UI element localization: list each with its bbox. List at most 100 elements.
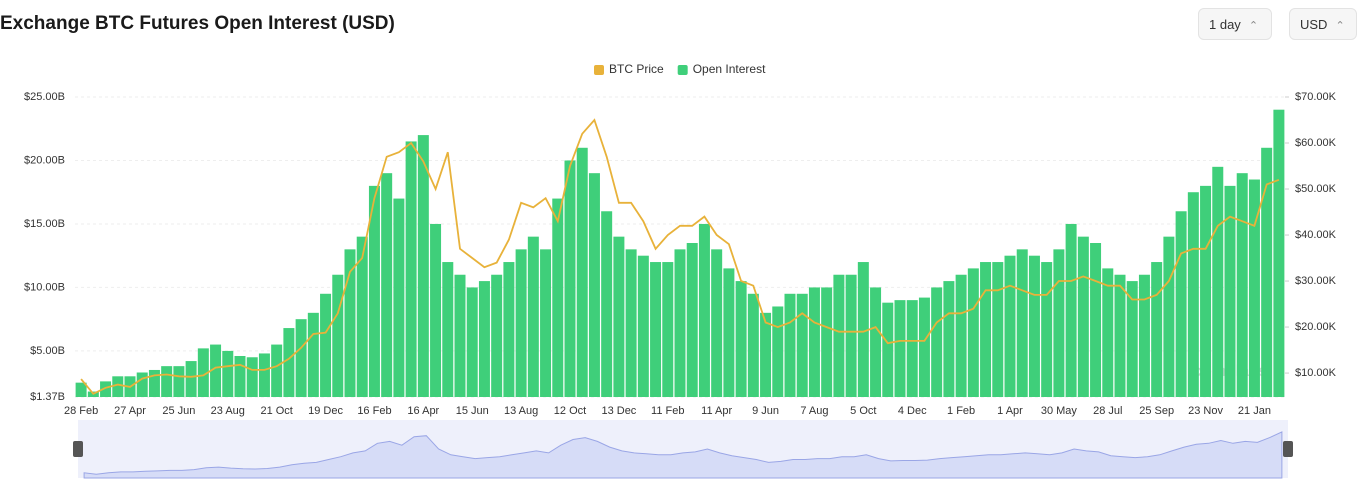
- bar: [405, 141, 417, 397]
- x-tick-label: 19 Dec: [308, 405, 343, 417]
- bar: [393, 198, 405, 397]
- x-tick-label: 11 Feb: [651, 405, 684, 417]
- x-tick-label: 1 Apr: [997, 405, 1023, 417]
- bar: [723, 268, 735, 397]
- bar: [1090, 243, 1102, 397]
- bar: [613, 236, 625, 397]
- bar: [197, 348, 209, 397]
- bar: [564, 160, 576, 397]
- x-tick-label: 27 Apr: [114, 405, 146, 417]
- legend-swatch[interactable]: [594, 65, 604, 75]
- bar: [772, 306, 784, 397]
- bar: [148, 369, 160, 397]
- bar: [686, 243, 698, 397]
- currency-label: USD: [1300, 17, 1328, 32]
- x-tick-label: 25 Sep: [1139, 405, 1174, 417]
- bar: [931, 287, 943, 397]
- bar: [1187, 192, 1199, 397]
- y2-tick-label: $60.00K: [1295, 137, 1337, 149]
- x-tick-label: 23 Nov: [1188, 405, 1223, 417]
- x-tick-label: 11 Apr: [701, 405, 732, 417]
- x-tick-label: 9 Jun: [752, 405, 779, 417]
- y-tick-label: $15.00B: [24, 218, 65, 230]
- bar: [515, 249, 527, 397]
- navigator-area: [83, 431, 1283, 479]
- bar: [210, 344, 222, 397]
- bar: [356, 236, 368, 397]
- y-tick-label: $10.00B: [24, 281, 65, 293]
- x-tick-label: 28 Jul: [1093, 405, 1122, 417]
- bar: [821, 287, 833, 397]
- bar: [1004, 255, 1016, 397]
- bar: [136, 372, 148, 397]
- bar: [283, 328, 295, 397]
- bar: [588, 173, 600, 397]
- bar: [1138, 274, 1150, 397]
- x-tick-label: 23 Aug: [211, 405, 245, 417]
- bar: [332, 274, 344, 397]
- bar: [258, 353, 270, 397]
- x-tick-label: 1 Feb: [947, 405, 975, 417]
- bar: [796, 293, 808, 397]
- bar: [711, 249, 723, 397]
- x-tick-label: 25 Jun: [162, 405, 195, 417]
- bar: [454, 274, 466, 397]
- bar: [295, 319, 307, 397]
- interval-select[interactable]: 1 day ⌃: [1198, 8, 1272, 40]
- bar: [173, 366, 185, 397]
- navigator-handle[interactable]: [1283, 441, 1293, 457]
- bar: [967, 268, 979, 397]
- bar: [1102, 268, 1114, 397]
- x-tick-label: 30 May: [1041, 405, 1078, 417]
- bar: [1261, 147, 1273, 397]
- bar: [1224, 185, 1236, 397]
- bar: [637, 255, 649, 397]
- price-line: [80, 118, 1280, 395]
- bar: [442, 262, 454, 397]
- bar: [845, 274, 857, 397]
- bar: [662, 262, 674, 397]
- bar: [503, 262, 515, 397]
- bar: [246, 357, 258, 397]
- bar: [368, 185, 380, 397]
- bar: [344, 249, 356, 397]
- chart-title: Exchange BTC Futures Open Interest (USD): [0, 13, 395, 34]
- bar: [943, 281, 955, 397]
- bar: [478, 281, 490, 397]
- bar: [271, 344, 283, 397]
- x-tick-label: 16 Feb: [357, 405, 391, 417]
- bar: [1065, 223, 1077, 397]
- bar: [234, 355, 246, 397]
- bar: [955, 274, 967, 397]
- bar: [417, 135, 429, 398]
- x-tick-label: 12 Oct: [554, 405, 586, 417]
- bar: [906, 300, 918, 397]
- bar: [1273, 109, 1285, 397]
- bar: [307, 312, 319, 397]
- bar: [857, 262, 869, 397]
- interval-label: 1 day: [1209, 17, 1241, 32]
- bar: [540, 249, 552, 397]
- bar: [882, 302, 894, 397]
- x-tick-label: 28 Feb: [64, 405, 98, 417]
- y-tick-label: $5.00B: [30, 345, 65, 357]
- bar: [1114, 274, 1126, 397]
- bar: [1041, 262, 1053, 397]
- x-tick-label: 5 Oct: [850, 405, 876, 417]
- bar: [1077, 236, 1089, 397]
- bar: [527, 236, 539, 397]
- bar: [222, 350, 234, 397]
- navigator-handle[interactable]: [73, 441, 83, 457]
- bar: [784, 293, 796, 397]
- x-tick-label: 21 Oct: [260, 405, 292, 417]
- bar: [870, 287, 882, 397]
- y2-tick-label: $50.00K: [1295, 183, 1337, 195]
- bar: [1200, 185, 1212, 397]
- bar: [918, 297, 930, 397]
- legend-swatch[interactable]: [677, 65, 688, 75]
- bar: [674, 249, 686, 397]
- bar: [833, 274, 845, 397]
- currency-select[interactable]: USD ⌃: [1289, 8, 1357, 40]
- bar: [1151, 262, 1163, 397]
